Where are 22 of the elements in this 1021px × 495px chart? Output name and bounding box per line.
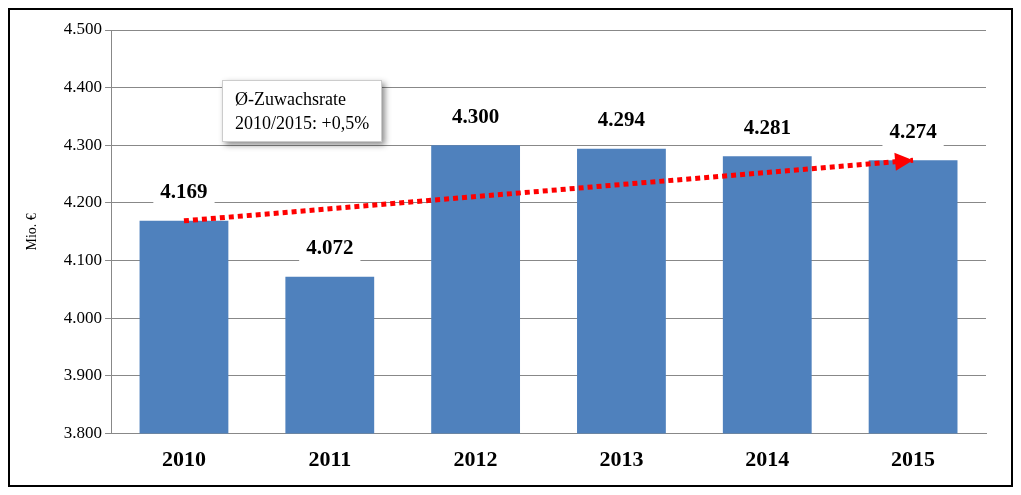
y-tick-label: 4.400 <box>63 77 103 97</box>
x-tick-label: 2015 <box>891 446 936 472</box>
y-tick-label: 4.000 <box>63 307 103 327</box>
x-tick-label: 2011 <box>308 446 352 472</box>
y-tick-label: 4.200 <box>63 192 103 212</box>
y-axis-title: Mio. € <box>24 213 40 251</box>
x-tick-label: 2013 <box>599 446 644 472</box>
y-tick-label: 4.100 <box>63 250 103 270</box>
annotation: Ø-Zuwachsrate 2010/2015: +0,5% <box>222 80 383 142</box>
x-tick-label: 2014 <box>745 446 790 472</box>
y-tick-label: 3.800 <box>63 423 103 443</box>
data-label: 4.169 <box>160 179 208 204</box>
x-tick-label: 2012 <box>453 446 498 472</box>
data-label: 4.072 <box>306 235 354 260</box>
x-tick-label: 2010 <box>161 446 206 472</box>
y-tick-label: 3.900 <box>63 365 103 385</box>
data-label: 4.294 <box>597 107 646 132</box>
data-label: 4.300 <box>451 103 500 128</box>
data-label: 4.281 <box>743 114 791 139</box>
data-label: 4.274 <box>889 118 938 143</box>
y-tick-label: 4.500 <box>63 19 103 39</box>
y-tick-label: 4.300 <box>63 134 103 154</box>
